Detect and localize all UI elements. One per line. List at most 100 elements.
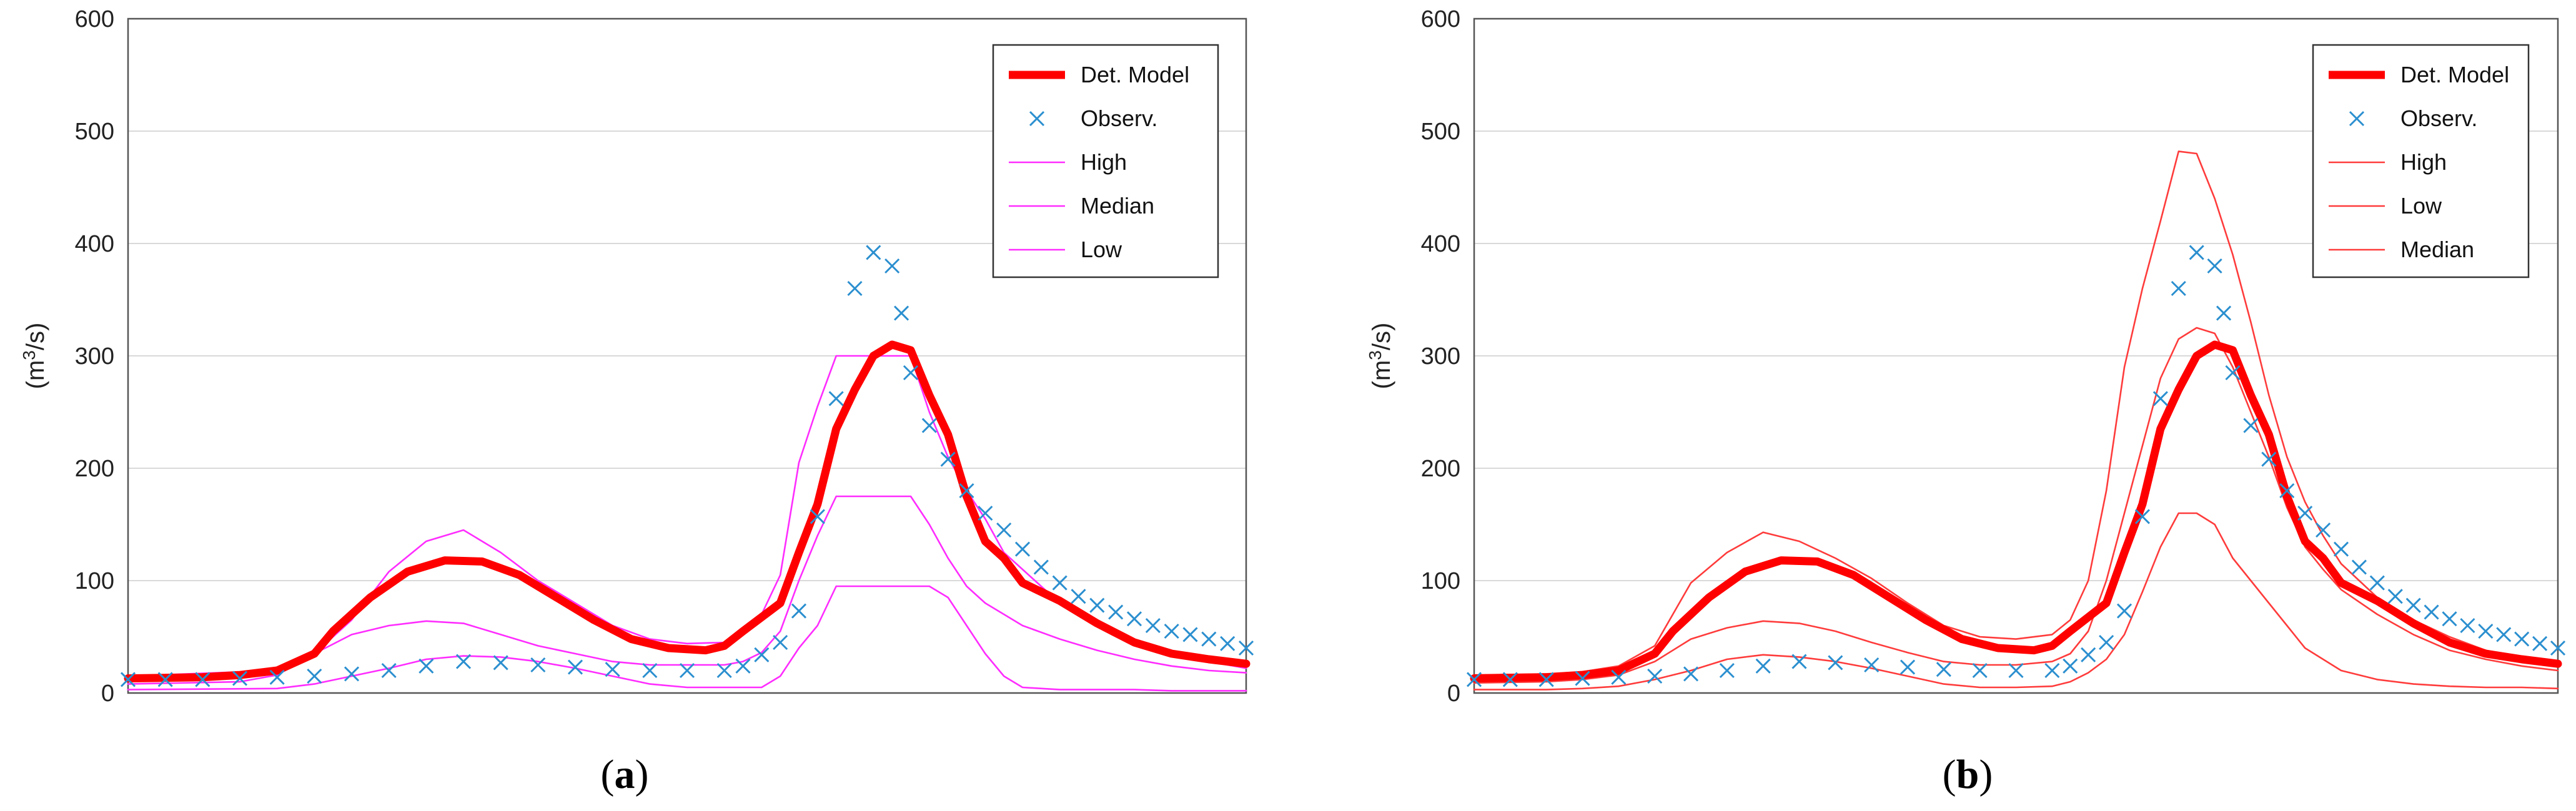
observ-point <box>2099 634 2114 651</box>
observ-point <box>2405 597 2421 613</box>
observ-point <box>2261 451 2277 467</box>
y-tick-label: 500 <box>75 119 114 145</box>
observ-point <box>773 634 788 651</box>
observ-point <box>1164 623 1179 639</box>
observ-point <box>2225 365 2241 381</box>
panel-label: (a) <box>601 752 649 797</box>
observ-point <box>2116 603 2133 619</box>
observ-point <box>2152 391 2168 406</box>
series-line-high <box>127 355 1247 677</box>
observ-point <box>996 522 1012 538</box>
legend-label: Median <box>2400 237 2474 262</box>
series-markers-observ <box>1466 245 2566 687</box>
observ-point <box>120 672 136 687</box>
observ-point <box>1201 631 1217 647</box>
y-tick-label: 500 <box>1421 119 1460 145</box>
observ-point <box>1791 654 1807 669</box>
chart-panel-a: 0 100 200 300 400 500 600 (m3/s) Det. Model Obser… <box>19 6 1254 797</box>
observ-point <box>1647 668 1663 684</box>
observ-point <box>2063 658 2078 674</box>
observ-point <box>903 365 919 381</box>
observ-point <box>1238 640 1254 656</box>
series-line-high <box>1473 150 2559 676</box>
observ-point <box>1014 541 1031 557</box>
observ-point <box>679 662 695 679</box>
plot-frame <box>1473 17 2559 694</box>
observ-point <box>1972 662 1988 679</box>
series-line-median <box>127 495 1247 685</box>
observ-point <box>307 668 322 684</box>
y-tick-label: 0 <box>1447 681 1460 707</box>
observ-point <box>2279 483 2295 499</box>
legend-label: Det. Model <box>1081 62 1189 87</box>
observ-point <box>2478 623 2494 639</box>
y-tick-label: 100 <box>75 568 114 594</box>
y-tick-label: 0 <box>101 681 114 707</box>
observ-point <box>2216 305 2232 321</box>
observ-point <box>157 672 173 687</box>
observ-point <box>2351 559 2367 575</box>
observ-point <box>735 658 751 674</box>
y-tick-label: 600 <box>1421 6 1460 32</box>
observ-point <box>754 647 770 662</box>
series-line-det-model <box>124 340 1251 683</box>
series-line-low <box>1473 512 2559 691</box>
observ-point <box>2460 617 2475 634</box>
observ-point <box>1108 604 1124 620</box>
observ-point <box>1611 669 1627 685</box>
observ-point <box>2243 418 2259 433</box>
observ-point <box>381 662 397 679</box>
series-line-low <box>127 585 1247 692</box>
observ-point <box>195 672 211 687</box>
legend-label: Median <box>1081 193 1154 219</box>
observ-point <box>2207 258 2222 274</box>
observ-point <box>530 657 546 673</box>
observ-point <box>978 505 993 521</box>
legend: Det. Model Observ. High Median Low <box>992 44 1219 278</box>
legend-label: Low <box>2400 193 2442 219</box>
series-line-median <box>1473 327 2559 684</box>
y-tick-label: 300 <box>75 343 114 370</box>
y-tick-label: 200 <box>1421 456 1460 482</box>
observ-point <box>894 305 909 321</box>
observ-point <box>344 666 360 682</box>
legend-label: Low <box>1081 237 1122 262</box>
observ-point <box>884 258 900 274</box>
observ-point <box>1538 672 1554 687</box>
observ-point <box>2442 611 2457 627</box>
y-axis-label: (m3/s) <box>19 323 49 390</box>
series-markers-observ <box>120 245 1254 687</box>
observ-point <box>2514 631 2530 647</box>
legend-label: Det. Model <box>2400 62 2509 87</box>
observ-point <box>866 245 881 260</box>
observ-point <box>2297 505 2313 521</box>
observ-point <box>1683 666 1699 682</box>
y-tick-label: 100 <box>1421 568 1460 594</box>
observ-point <box>959 483 974 499</box>
observ-point <box>940 451 956 467</box>
observ-point <box>642 662 658 679</box>
y-tick-label: 200 <box>75 456 114 482</box>
panel-label: (b) <box>1943 752 1993 797</box>
observ-point <box>2550 640 2566 656</box>
legend-label: Observ. <box>1081 106 1157 131</box>
observ-point <box>2316 522 2331 538</box>
observ-point <box>493 655 508 671</box>
observ-point <box>810 509 825 524</box>
observ-point <box>1220 636 1236 651</box>
legend-label: High <box>2400 149 2447 175</box>
observ-point <box>1755 658 1771 674</box>
observ-point <box>2496 627 2512 642</box>
plot-frame <box>127 17 1247 694</box>
legend-marker-observ <box>2349 111 2365 127</box>
observ-point <box>1828 655 1843 671</box>
observ-point <box>1719 662 1735 679</box>
observ-point <box>1936 662 1951 677</box>
observ-point <box>1182 627 1198 642</box>
legend-label: Observ. <box>2400 106 2477 131</box>
observ-point <box>419 658 434 674</box>
series-line-det-model <box>1470 340 2562 683</box>
observ-point <box>1575 671 1590 686</box>
observ-point <box>2008 662 2024 679</box>
